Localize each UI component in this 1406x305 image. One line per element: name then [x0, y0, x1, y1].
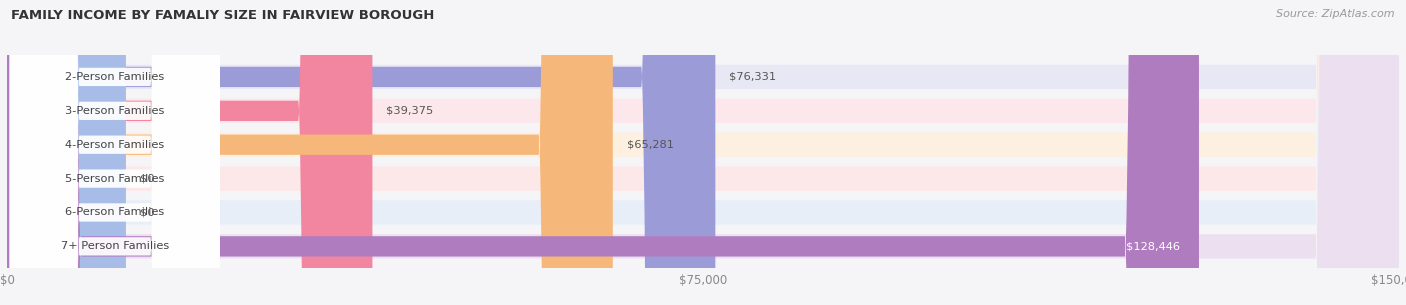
- FancyBboxPatch shape: [7, 0, 1399, 305]
- Text: $128,446: $128,446: [1126, 241, 1181, 251]
- FancyBboxPatch shape: [7, 0, 1399, 305]
- FancyBboxPatch shape: [10, 0, 219, 305]
- Text: 2-Person Families: 2-Person Families: [65, 72, 165, 82]
- FancyBboxPatch shape: [7, 0, 373, 305]
- Text: 4-Person Families: 4-Person Families: [65, 140, 165, 150]
- Text: Source: ZipAtlas.com: Source: ZipAtlas.com: [1277, 9, 1395, 19]
- Text: $0: $0: [139, 174, 155, 184]
- FancyBboxPatch shape: [7, 0, 716, 305]
- Text: FAMILY INCOME BY FAMALIY SIZE IN FAIRVIEW BOROUGH: FAMILY INCOME BY FAMALIY SIZE IN FAIRVIE…: [11, 9, 434, 22]
- FancyBboxPatch shape: [10, 0, 219, 305]
- FancyBboxPatch shape: [7, 0, 1399, 305]
- Text: 5-Person Families: 5-Person Families: [65, 174, 165, 184]
- FancyBboxPatch shape: [7, 0, 1399, 305]
- FancyBboxPatch shape: [7, 0, 125, 305]
- FancyBboxPatch shape: [7, 0, 1199, 305]
- Text: $65,281: $65,281: [627, 140, 673, 150]
- Text: 3-Person Families: 3-Person Families: [65, 106, 165, 116]
- FancyBboxPatch shape: [7, 0, 125, 305]
- FancyBboxPatch shape: [10, 0, 219, 305]
- FancyBboxPatch shape: [10, 0, 219, 305]
- FancyBboxPatch shape: [7, 0, 613, 305]
- Text: $0: $0: [139, 207, 155, 217]
- Text: 6-Person Families: 6-Person Families: [65, 207, 165, 217]
- FancyBboxPatch shape: [7, 0, 1399, 305]
- Text: $76,331: $76,331: [730, 72, 776, 82]
- FancyBboxPatch shape: [7, 0, 1399, 305]
- FancyBboxPatch shape: [10, 0, 219, 305]
- Text: $39,375: $39,375: [387, 106, 433, 116]
- Text: 7+ Person Families: 7+ Person Families: [60, 241, 169, 251]
- FancyBboxPatch shape: [10, 0, 219, 305]
